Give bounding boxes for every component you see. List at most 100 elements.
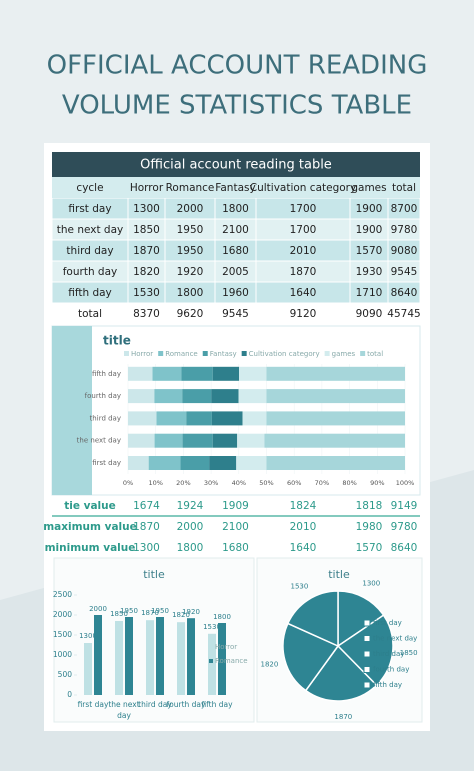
bar-segment (128, 411, 157, 426)
summary-value: 1818 (356, 500, 383, 512)
x-tick-label: 70% (315, 479, 329, 487)
summary-value: 1909 (222, 500, 249, 512)
legend-label: Cultivation category (249, 350, 320, 358)
table-cell-text: 8700 (391, 203, 418, 215)
table-cell (165, 303, 215, 324)
summary-value: 1300 (133, 542, 160, 554)
data-label: 1530 (291, 582, 309, 590)
y-tick-label: third day (90, 414, 121, 422)
table-cell-text: 2000 (177, 203, 204, 215)
x-tick-label: first day (78, 700, 109, 709)
table-title: Official account reading table (140, 158, 332, 173)
data-label: 1300 (79, 632, 97, 640)
y-tick-label: 1500 (53, 630, 72, 639)
table-cell-text: 2010 (290, 245, 317, 257)
table-cell (350, 303, 388, 324)
bar (84, 643, 92, 695)
table-cell (388, 240, 420, 261)
data-label: 1870 (141, 609, 159, 617)
table-cell (215, 198, 256, 219)
column-header: Romance (166, 182, 215, 194)
bar-segment (156, 411, 187, 426)
table-cell-text: 1870 (290, 266, 317, 278)
bar (208, 633, 216, 695)
pie-slice (304, 644, 378, 702)
y-tick-label: 500 (58, 670, 73, 679)
table-cell-text: 1900 (356, 224, 383, 236)
data-label: 1800 (213, 613, 231, 621)
table-header (52, 152, 420, 177)
bar-segment (266, 366, 405, 381)
legend-label: first day (373, 619, 402, 627)
table-cell-text: first day (68, 203, 111, 215)
table-cell (128, 261, 165, 282)
table-cell-text: 1570 (356, 245, 383, 257)
y-tick-label: fourth day (85, 392, 121, 400)
summary-value: 1870 (133, 521, 160, 533)
table-cell-text: 2005 (222, 266, 249, 278)
table-cell-text: 1800 (177, 287, 204, 299)
y-tick-label: first day (92, 459, 121, 467)
bar (218, 623, 226, 695)
table-cell (256, 282, 350, 303)
table-cell-text: 1950 (177, 245, 204, 257)
bar-segment (242, 411, 267, 426)
bar-segment (128, 456, 149, 470)
x-tick-label: 80% (342, 479, 356, 487)
bar-segment (236, 456, 267, 470)
summary-value: 1674 (133, 500, 160, 512)
legend-swatch (241, 351, 247, 356)
data-label: 1950 (151, 607, 169, 615)
table-cell (256, 303, 350, 324)
bar-segment (180, 456, 210, 470)
bar-segment (148, 456, 181, 470)
x-tick-label: the next day (108, 700, 139, 720)
y-tick-label: 1000 (53, 650, 72, 659)
bar (187, 618, 195, 695)
table-cell (52, 219, 128, 240)
table-cell-text: 1700 (290, 203, 317, 215)
summary-value: 1924 (177, 500, 204, 512)
table-cell-text: 8370 (133, 308, 160, 320)
table-cell (215, 303, 256, 324)
x-tick-label: 40% (232, 479, 246, 487)
table-cell (165, 198, 215, 219)
table-cell (215, 261, 256, 282)
table-cell-text: 1870 (133, 245, 160, 257)
column-header-row (52, 177, 420, 198)
legend-swatch (209, 645, 213, 649)
summary-label: tie value (64, 500, 116, 512)
summary-value: 1800 (177, 542, 204, 554)
table-cell-text: 9620 (177, 308, 204, 320)
table-cell-text: the next day (57, 224, 123, 236)
table-cell-text: 1300 (133, 203, 160, 215)
bar (156, 617, 164, 695)
table-cell-text: 9080 (391, 245, 418, 257)
summary-value: 1980 (356, 521, 383, 533)
summary-value: 9780 (391, 521, 418, 533)
page-title: VOLUME STATISTICS TABLE (62, 91, 412, 121)
table-cell-text: 1850 (133, 224, 160, 236)
table-cell (256, 198, 350, 219)
table-cell-text: 2100 (222, 224, 249, 236)
summary-label: minimum value (45, 542, 136, 554)
legend-swatch (360, 351, 366, 356)
legend-swatch (202, 351, 208, 356)
table-cell (52, 240, 128, 261)
table-cell (52, 261, 128, 282)
y-tick-label: fifth day (92, 370, 121, 378)
bar-segment (238, 389, 267, 404)
legend-swatch (363, 650, 371, 658)
legend-label: Romance (165, 350, 198, 358)
bar-segment (186, 411, 212, 426)
pie-slice (337, 590, 385, 648)
table-cell-text: 1950 (177, 224, 204, 236)
table-cell (128, 198, 165, 219)
x-tick-label: 50% (259, 479, 273, 487)
table-cell (215, 219, 256, 240)
legend-label: the next day (373, 635, 417, 643)
legend-label: games (332, 350, 356, 358)
table-cell (165, 219, 215, 240)
legend-label: fourth day (373, 666, 409, 674)
data-label: 1950 (120, 607, 138, 615)
